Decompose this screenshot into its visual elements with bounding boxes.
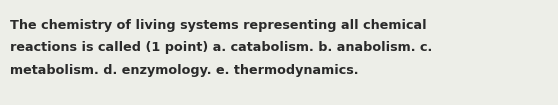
Text: reactions is called (1 point) a. catabolism. b. anabolism. c.: reactions is called (1 point) a. catabol… <box>10 41 432 54</box>
Text: The chemistry of living systems representing all chemical: The chemistry of living systems represen… <box>10 19 427 32</box>
Text: metabolism. d. enzymology. e. thermodynamics.: metabolism. d. enzymology. e. thermodyna… <box>10 64 359 77</box>
